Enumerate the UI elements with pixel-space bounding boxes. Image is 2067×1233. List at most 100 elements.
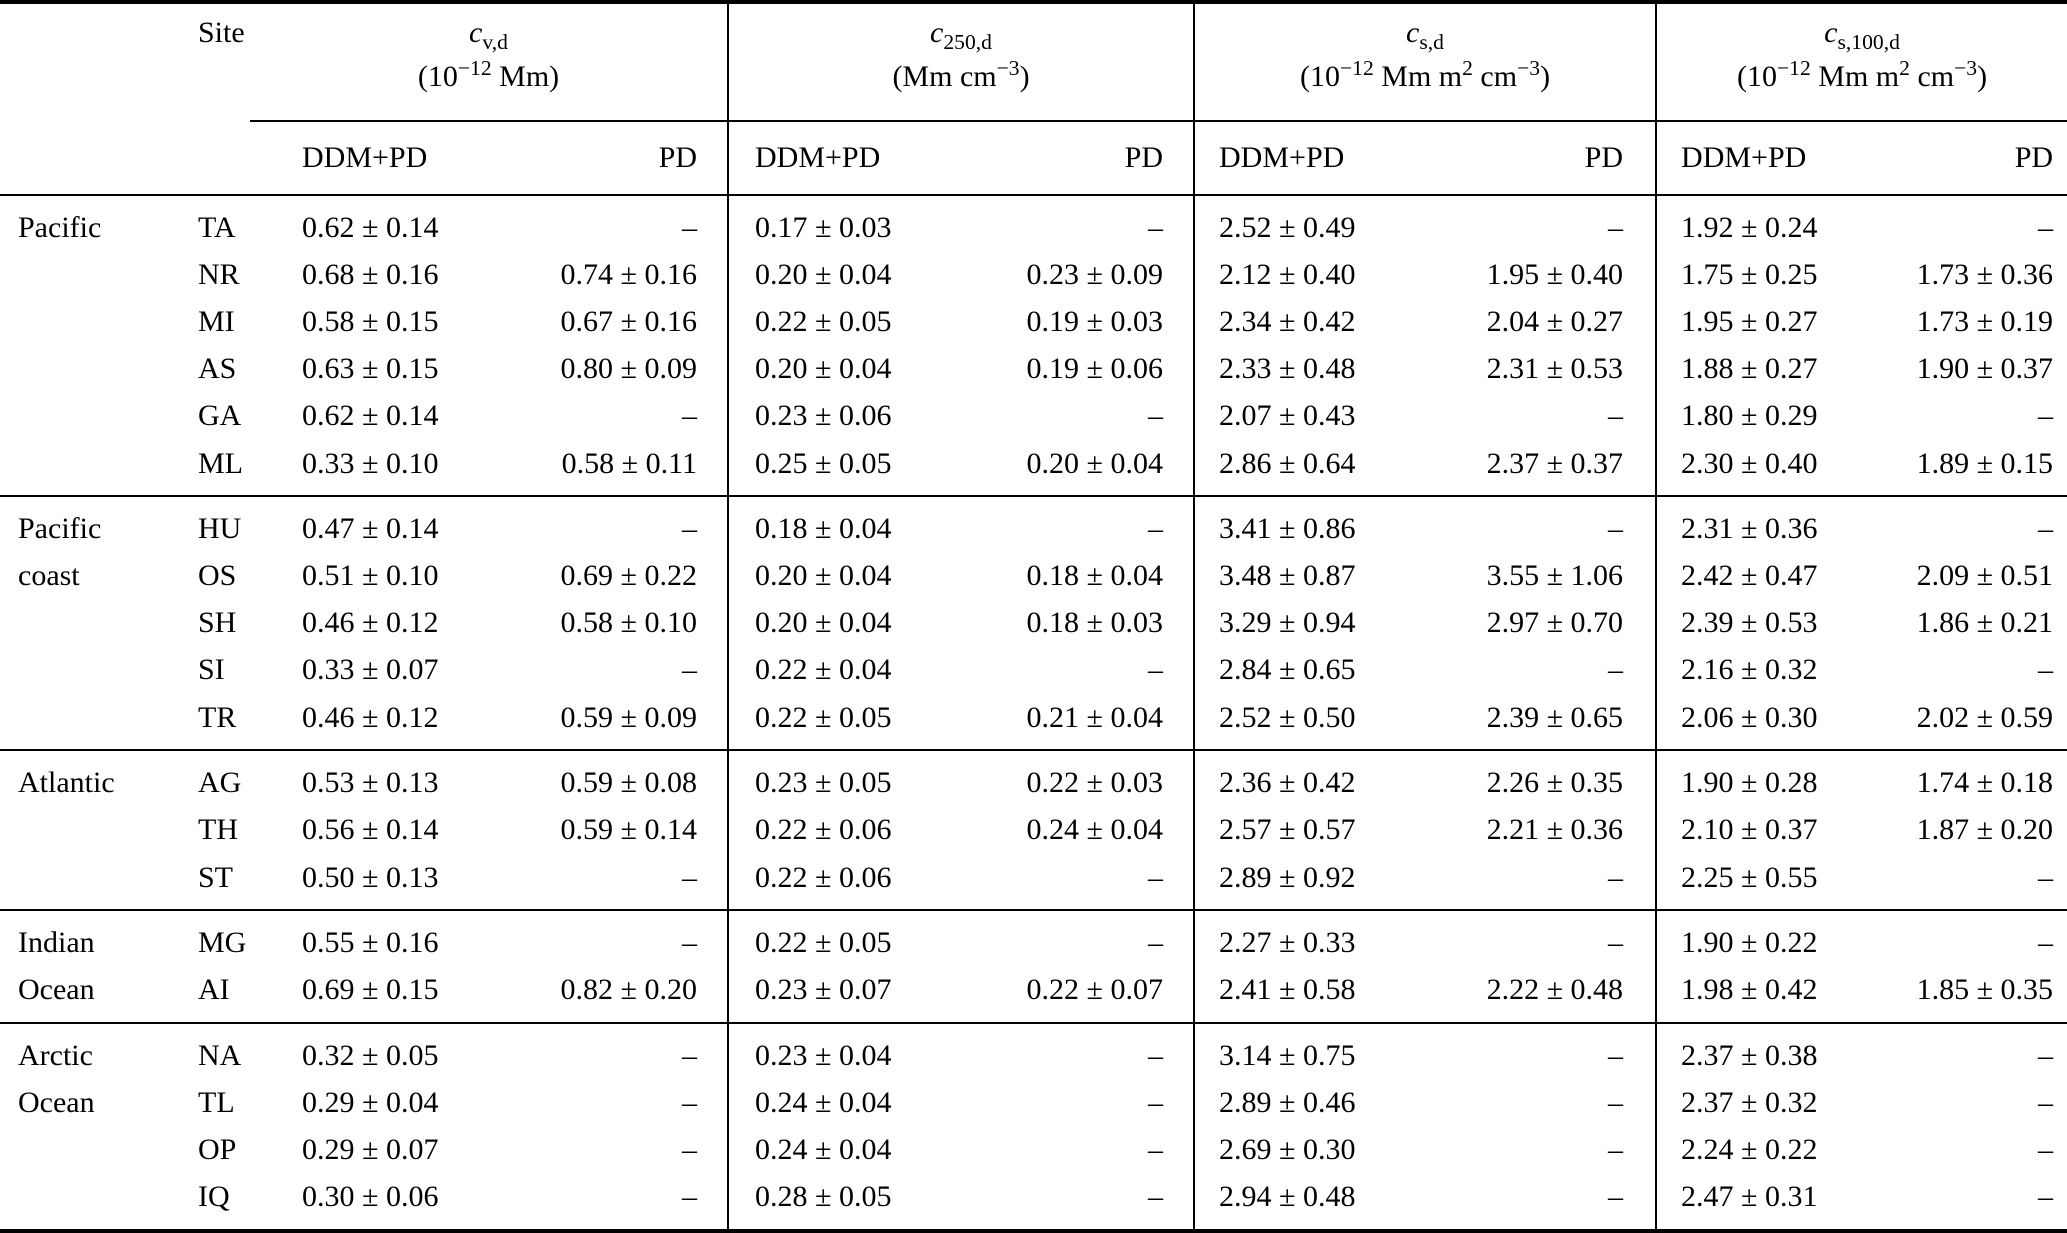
symbol-csd: cs,d — [1406, 16, 1444, 54]
value-pd: – — [2038, 1180, 2054, 1214]
value-ddm-pd: 0.46 ± 0.12 — [302, 606, 439, 640]
symbol-c250d: c250,d — [930, 16, 992, 54]
units-cvd: (10−12 Mm) — [417, 56, 560, 93]
value-ddm-pd: 1.92 ± 0.24 — [1655, 195, 1891, 252]
value-ddm-pd: 2.41 ± 0.58 — [1193, 966, 1456, 1023]
value-ddm-pd: 0.69 ± 0.15 — [302, 973, 439, 1007]
value-pd: 3.55 ± 1.06 — [1486, 559, 1624, 593]
value-ddm-pd: 0.47 ± 0.14 — [250, 495, 505, 553]
value-ddm-pd: 1.90 ± 0.22 — [1655, 909, 1891, 967]
value-pd: – — [2038, 210, 2054, 244]
value-pd: 2.97 ± 0.70 — [1486, 606, 1624, 640]
value-pd: 1.73 ± 0.19 — [1916, 305, 2054, 339]
value-pd: – — [1148, 860, 1164, 894]
value-ddm-pd: 0.62 ± 0.14 — [302, 210, 439, 244]
method-header-ddm-pd: DDM+PD — [1193, 121, 1456, 196]
value-ddm-pd: 0.56 ± 0.14 — [302, 813, 439, 847]
site-code: SI — [198, 653, 225, 687]
value-ddm-pd: 2.86 ± 0.64 — [1193, 439, 1456, 497]
value-ddm-pd: 0.20 ± 0.04 — [727, 552, 985, 600]
site-code: HU — [180, 495, 250, 553]
method-header-ddm-pd: DDM+PD — [1655, 121, 1891, 196]
units-c250d: (Mm cm−3) — [892, 56, 1030, 93]
table-row: GA 0.62 ± 0.14–0.23 ± 0.06–2.07 ± 0.43–1.… — [0, 392, 2067, 440]
column-group-header-row: Site cv,d (10−12 Mm) c250,d (Mm cm−3) cs… — [0, 2, 2067, 122]
value-ddm-pd: 2.42 ± 0.47 — [1655, 552, 1891, 600]
value-ddm-pd: 0.50 ± 0.13 — [302, 860, 439, 894]
value-ddm-pd: 2.06 ± 0.30 — [1655, 693, 1891, 751]
value-ddm-pd: 2.33 ± 0.48 — [1193, 345, 1456, 393]
value-pd: – — [1148, 399, 1164, 433]
table-row: Pacific HU 0.47 ± 0.14–0.18 ± 0.04–3.41 ± … — [0, 495, 2067, 553]
value-pd: 0.58 ± 0.10 — [560, 606, 697, 640]
region-label: Indian — [0, 909, 180, 967]
site-code: TL — [198, 1085, 235, 1119]
value-pd: 0.59 ± 0.09 — [560, 700, 697, 734]
value-ddm-pd: 2.36 ± 0.42 — [1193, 749, 1456, 807]
site-code: MG — [180, 909, 250, 967]
value-ddm-pd: 0.20 ± 0.04 — [727, 599, 985, 647]
value-pd: 2.26 ± 0.35 — [1455, 749, 1657, 807]
value-ddm-pd: 2.30 ± 0.40 — [1655, 439, 1891, 497]
table-row: TH 0.56 ± 0.14 0.59 ± 0.14 0.22 ± 0.06 0.24 … — [0, 806, 2067, 854]
value-pd: 2.21 ± 0.36 — [1486, 813, 1624, 847]
method-header-pd: PD — [1890, 121, 2067, 196]
value-ddm-pd: 1.95 ± 0.27 — [1655, 298, 1891, 346]
value-pd: – — [682, 1133, 697, 1167]
value-pd: 1.90 ± 0.37 — [1916, 352, 2054, 386]
value-pd: 0.19 ± 0.03 — [1026, 305, 1164, 339]
value-pd: – — [682, 860, 697, 894]
value-ddm-pd: 2.12 ± 0.40 — [1193, 251, 1456, 299]
site-code: TR — [198, 700, 237, 734]
value-pd: – — [1148, 653, 1164, 687]
site-code: SH — [198, 606, 237, 640]
table-row: IQ 0.30 ± 0.06–0.28 ± 0.05–2.94 ± 0.48–2.… — [0, 1173, 2067, 1231]
value-ddm-pd: 2.89 ± 0.46 — [1193, 1079, 1456, 1127]
value-ddm-pd: 2.27 ± 0.33 — [1193, 909, 1456, 967]
value-ddm-pd: 0.62 ± 0.14 — [302, 399, 439, 433]
value-ddm-pd: 0.22 ± 0.06 — [727, 806, 985, 854]
row-group-indian-ocean: Indian MG 0.55 ± 0.16–0.22 ± 0.05–2.27 ± 0… — [0, 909, 2067, 1023]
value-pd: 2.22 ± 0.48 — [1486, 973, 1624, 1007]
table-row: OP 0.29 ± 0.07–0.24 ± 0.04–2.69 ± 0.30–2.… — [0, 1126, 2067, 1174]
table-row: ST 0.50 ± 0.13–0.22 ± 0.06–2.89 ± 0.92–2.… — [0, 853, 2067, 911]
value-ddm-pd: 0.23 ± 0.05 — [727, 749, 985, 807]
site-code: TA — [198, 210, 236, 244]
site-code: OS — [198, 559, 237, 593]
region-label: Atlantic — [0, 749, 180, 807]
value-pd: – — [1608, 1180, 1624, 1214]
value-pd: – — [682, 653, 697, 687]
units-csd: (10−12 Mm m2 cm−3) — [1299, 56, 1551, 93]
value-ddm-pd: 3.14 ± 0.75 — [1193, 1021, 1456, 1080]
value-pd: 2.02 ± 0.59 — [1916, 700, 2054, 734]
value-ddm-pd: 2.34 ± 0.42 — [1193, 298, 1456, 346]
value-pd: – — [1455, 1021, 1657, 1080]
site-code: AI — [198, 973, 230, 1007]
value-pd: – — [2038, 399, 2054, 433]
region-label — [0, 251, 180, 298]
value-pd: 2.09 ± 0.51 — [1916, 559, 2054, 593]
value-ddm-pd: 2.37 ± 0.38 — [1655, 1021, 1891, 1080]
table-row: TR 0.46 ± 0.12 0.59 ± 0.09 0.22 ± 0.05 0.21 … — [0, 693, 2067, 751]
region-label: Arctic — [0, 1021, 180, 1080]
site-code: MI — [198, 305, 235, 339]
value-ddm-pd: 0.22 ± 0.05 — [727, 298, 985, 346]
symbol-cvd: cv,d — [469, 16, 508, 54]
value-pd: 1.95 ± 0.40 — [1486, 257, 1624, 291]
value-ddm-pd: 0.22 ± 0.05 — [727, 909, 985, 967]
region-label — [0, 440, 180, 496]
region-label — [0, 346, 180, 393]
value-ddm-pd: 2.10 ± 0.37 — [1655, 806, 1891, 854]
value-pd: – — [682, 210, 697, 244]
value-pd: 0.67 ± 0.16 — [560, 305, 697, 339]
value-pd: 1.85 ± 0.35 — [1916, 973, 2054, 1007]
value-pd: – — [1608, 860, 1624, 894]
region-label: Ocean — [18, 1085, 95, 1119]
region-label — [0, 1174, 180, 1231]
value-pd: 1.87 ± 0.20 — [1916, 813, 2054, 847]
value-ddm-pd: 0.18 ± 0.04 — [727, 495, 985, 553]
value-pd: 1.73 ± 0.36 — [1916, 257, 2054, 291]
value-pd: 0.69 ± 0.22 — [560, 559, 697, 593]
value-ddm-pd: 0.24 ± 0.04 — [727, 1126, 985, 1174]
